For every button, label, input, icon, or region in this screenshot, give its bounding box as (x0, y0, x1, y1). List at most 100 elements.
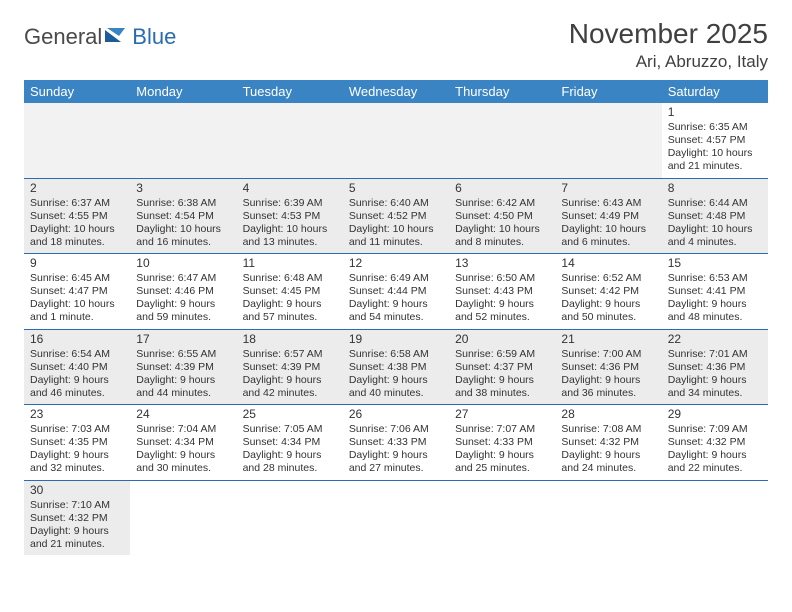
calendar-row: 30Sunrise: 7:10 AMSunset: 4:32 PMDayligh… (24, 480, 768, 555)
sunrise-text: Sunrise: 6:57 AM (243, 348, 337, 361)
sunset-text: Sunset: 4:36 PM (561, 361, 655, 374)
sunrise-text: Sunrise: 6:48 AM (243, 272, 337, 285)
daylight-text: Daylight: 9 hours and 25 minutes. (455, 449, 549, 475)
flag-icon (105, 26, 129, 49)
logo-text-general: General (24, 24, 102, 50)
calendar-row: 23Sunrise: 7:03 AMSunset: 4:35 PMDayligh… (24, 405, 768, 481)
day-header: Saturday (662, 80, 768, 103)
day-number: 1 (668, 105, 762, 120)
day-cell: 23Sunrise: 7:03 AMSunset: 4:35 PMDayligh… (24, 405, 130, 481)
title-block: November 2025 Ari, Abruzzo, Italy (569, 18, 768, 72)
header: General Blue November 2025 Ari, Abruzzo,… (24, 18, 768, 72)
daylight-text: Daylight: 10 hours and 4 minutes. (668, 223, 762, 249)
day-number: 18 (243, 332, 337, 347)
daylight-text: Daylight: 10 hours and 16 minutes. (136, 223, 230, 249)
day-header: Monday (130, 80, 236, 103)
daylight-text: Daylight: 9 hours and 52 minutes. (455, 298, 549, 324)
day-number: 28 (561, 407, 655, 422)
day-cell: 9Sunrise: 6:45 AMSunset: 4:47 PMDaylight… (24, 254, 130, 330)
day-cell: 1Sunrise: 6:35 AMSunset: 4:57 PMDaylight… (662, 103, 768, 178)
day-cell (130, 480, 236, 555)
day-number: 19 (349, 332, 443, 347)
day-cell: 27Sunrise: 7:07 AMSunset: 4:33 PMDayligh… (449, 405, 555, 481)
daylight-text: Daylight: 9 hours and 30 minutes. (136, 449, 230, 475)
day-cell: 3Sunrise: 6:38 AMSunset: 4:54 PMDaylight… (130, 178, 236, 254)
day-number: 23 (30, 407, 124, 422)
day-number: 26 (349, 407, 443, 422)
sunrise-text: Sunrise: 6:49 AM (349, 272, 443, 285)
daylight-text: Daylight: 9 hours and 59 minutes. (136, 298, 230, 324)
day-cell: 22Sunrise: 7:01 AMSunset: 4:36 PMDayligh… (662, 329, 768, 405)
sunset-text: Sunset: 4:34 PM (136, 436, 230, 449)
day-cell: 15Sunrise: 6:53 AMSunset: 4:41 PMDayligh… (662, 254, 768, 330)
page-title: November 2025 (569, 18, 768, 50)
day-header: Friday (555, 80, 661, 103)
day-cell: 7Sunrise: 6:43 AMSunset: 4:49 PMDaylight… (555, 178, 661, 254)
sunset-text: Sunset: 4:43 PM (455, 285, 549, 298)
daylight-text: Daylight: 10 hours and 13 minutes. (243, 223, 337, 249)
calendar-row: 1Sunrise: 6:35 AMSunset: 4:57 PMDaylight… (24, 103, 768, 178)
sunset-text: Sunset: 4:38 PM (349, 361, 443, 374)
daylight-text: Daylight: 9 hours and 27 minutes. (349, 449, 443, 475)
sunrise-text: Sunrise: 7:01 AM (668, 348, 762, 361)
day-cell: 18Sunrise: 6:57 AMSunset: 4:39 PMDayligh… (237, 329, 343, 405)
day-header: Thursday (449, 80, 555, 103)
day-cell (555, 480, 661, 555)
day-number: 25 (243, 407, 337, 422)
logo: General Blue (24, 24, 176, 50)
day-number: 27 (455, 407, 549, 422)
sunrise-text: Sunrise: 6:39 AM (243, 197, 337, 210)
sunrise-text: Sunrise: 6:58 AM (349, 348, 443, 361)
sunset-text: Sunset: 4:33 PM (349, 436, 443, 449)
sunset-text: Sunset: 4:36 PM (668, 361, 762, 374)
day-number: 7 (561, 181, 655, 196)
day-number: 9 (30, 256, 124, 271)
sunrise-text: Sunrise: 7:08 AM (561, 423, 655, 436)
sunrise-text: Sunrise: 7:00 AM (561, 348, 655, 361)
daylight-text: Daylight: 9 hours and 44 minutes. (136, 374, 230, 400)
day-cell (343, 103, 449, 178)
day-cell: 14Sunrise: 6:52 AMSunset: 4:42 PMDayligh… (555, 254, 661, 330)
day-number: 22 (668, 332, 762, 347)
day-cell: 29Sunrise: 7:09 AMSunset: 4:32 PMDayligh… (662, 405, 768, 481)
sunset-text: Sunset: 4:47 PM (30, 285, 124, 298)
daylight-text: Daylight: 9 hours and 36 minutes. (561, 374, 655, 400)
day-number: 30 (30, 483, 124, 498)
sunset-text: Sunset: 4:40 PM (30, 361, 124, 374)
daylight-text: Daylight: 9 hours and 42 minutes. (243, 374, 337, 400)
day-cell: 19Sunrise: 6:58 AMSunset: 4:38 PMDayligh… (343, 329, 449, 405)
daylight-text: Daylight: 9 hours and 57 minutes. (243, 298, 337, 324)
day-number: 3 (136, 181, 230, 196)
sunrise-text: Sunrise: 6:53 AM (668, 272, 762, 285)
day-number: 29 (668, 407, 762, 422)
calendar-body: 1Sunrise: 6:35 AMSunset: 4:57 PMDaylight… (24, 103, 768, 555)
sunset-text: Sunset: 4:33 PM (455, 436, 549, 449)
day-header: Wednesday (343, 80, 449, 103)
calendar-table: SundayMondayTuesdayWednesdayThursdayFrid… (24, 80, 768, 555)
day-cell: 26Sunrise: 7:06 AMSunset: 4:33 PMDayligh… (343, 405, 449, 481)
sunset-text: Sunset: 4:41 PM (668, 285, 762, 298)
sunrise-text: Sunrise: 6:55 AM (136, 348, 230, 361)
sunrise-text: Sunrise: 6:40 AM (349, 197, 443, 210)
day-cell (237, 480, 343, 555)
sunrise-text: Sunrise: 6:52 AM (561, 272, 655, 285)
day-cell: 21Sunrise: 7:00 AMSunset: 4:36 PMDayligh… (555, 329, 661, 405)
day-cell (130, 103, 236, 178)
daylight-text: Daylight: 9 hours and 32 minutes. (30, 449, 124, 475)
sunset-text: Sunset: 4:32 PM (30, 512, 124, 525)
day-number: 13 (455, 256, 549, 271)
day-cell: 25Sunrise: 7:05 AMSunset: 4:34 PMDayligh… (237, 405, 343, 481)
sunset-text: Sunset: 4:34 PM (243, 436, 337, 449)
day-cell (343, 480, 449, 555)
day-cell (555, 103, 661, 178)
daylight-text: Daylight: 9 hours and 46 minutes. (30, 374, 124, 400)
daylight-text: Daylight: 9 hours and 24 minutes. (561, 449, 655, 475)
sunset-text: Sunset: 4:46 PM (136, 285, 230, 298)
day-cell: 28Sunrise: 7:08 AMSunset: 4:32 PMDayligh… (555, 405, 661, 481)
daylight-text: Daylight: 9 hours and 50 minutes. (561, 298, 655, 324)
sunrise-text: Sunrise: 6:35 AM (668, 121, 762, 134)
sunrise-text: Sunrise: 6:44 AM (668, 197, 762, 210)
day-number: 11 (243, 256, 337, 271)
sunset-text: Sunset: 4:37 PM (455, 361, 549, 374)
daylight-text: Daylight: 9 hours and 34 minutes. (668, 374, 762, 400)
